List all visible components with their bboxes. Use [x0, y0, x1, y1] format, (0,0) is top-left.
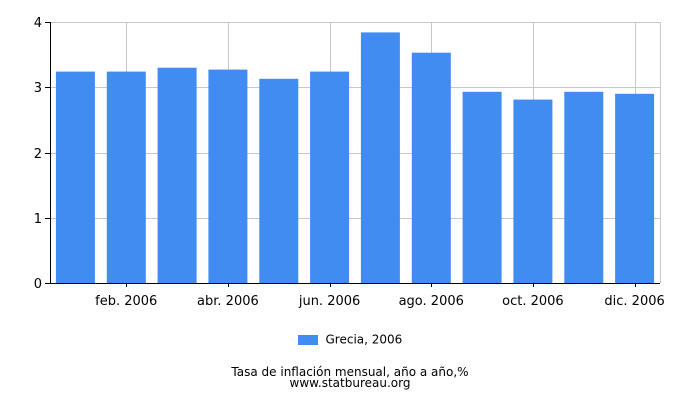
y-tick-label: 4 [34, 16, 42, 31]
chart-caption: Tasa de inflación mensual, año a año,% [231, 365, 469, 379]
bar [157, 67, 197, 283]
bar [208, 69, 248, 283]
legend: Grecia, 2006 [0, 332, 700, 347]
bar [513, 99, 553, 283]
bar [564, 91, 604, 283]
bars [55, 32, 655, 284]
y-tick-label: 2 [34, 147, 42, 162]
bar [259, 78, 299, 283]
axes [45, 22, 660, 287]
y-tick-label: 1 [34, 212, 42, 227]
x-tick-label: oct. 2006 [502, 294, 564, 309]
y-axis-ticks: 0 1 2 3 4 [34, 16, 42, 292]
y-tick-label: 3 [34, 81, 42, 96]
bar [411, 52, 451, 284]
bar [462, 91, 502, 283]
bar [310, 71, 350, 283]
x-tick-label: abr. 2006 [197, 294, 259, 309]
legend-label: Grecia, 2006 [325, 332, 403, 347]
bar [615, 93, 655, 283]
bar [55, 71, 95, 283]
bar [360, 32, 400, 284]
x-tick-label: dic. 2006 [604, 294, 664, 309]
x-tick-label: ago. 2006 [399, 294, 464, 309]
x-tick-label: feb. 2006 [95, 294, 157, 309]
legend-swatch [297, 334, 318, 345]
bar [106, 71, 146, 283]
chart: 0 1 2 3 4 feb. 2006 abr. 2006 jun. 2006 ago. 20… [34, 16, 665, 309]
x-tick-label: jun. 2006 [298, 294, 360, 309]
source-url: www.statbureau.org [289, 376, 411, 390]
y-tick-label: 0 [34, 277, 42, 292]
x-axis-ticks: feb. 2006 abr. 2006 jun. 2006 ago. 2006 oct.… [95, 294, 665, 309]
